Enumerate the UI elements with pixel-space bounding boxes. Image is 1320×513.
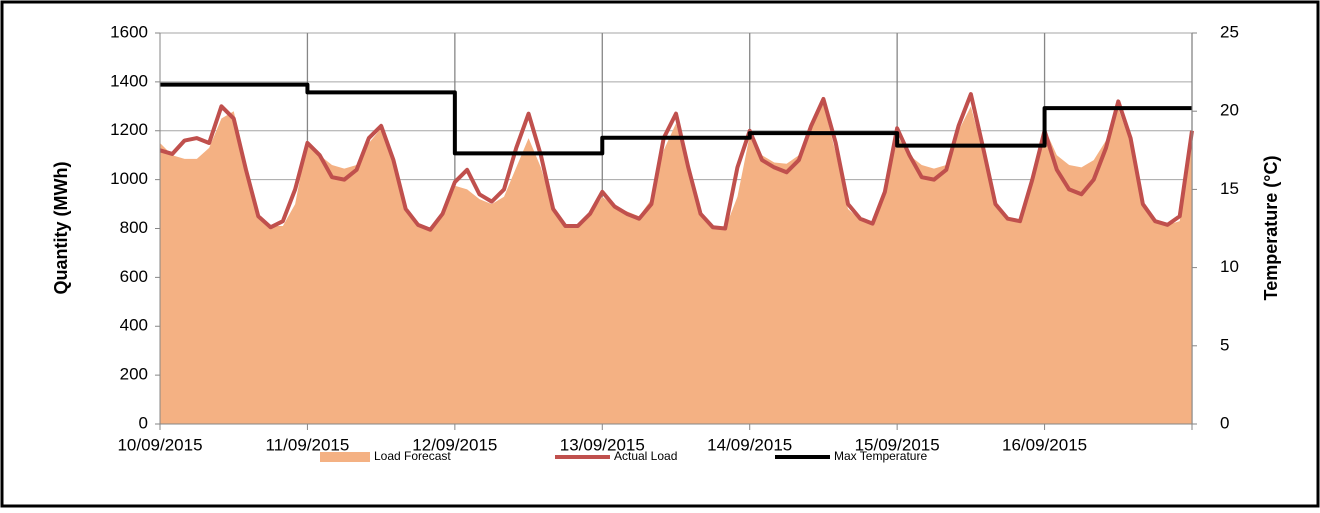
y-tick-label: 600 <box>120 267 148 286</box>
y2-tick-label: 20 <box>1220 101 1239 120</box>
y-tick-label: 200 <box>120 365 148 384</box>
y-tick-label: 1400 <box>110 71 148 90</box>
y-tick-label: 1000 <box>110 169 148 188</box>
line <box>160 82 1192 156</box>
x-tick-label: 12/09/2015 <box>412 435 497 454</box>
area <box>160 103 1192 425</box>
y2-tick-label: 10 <box>1220 257 1239 276</box>
y2-tick-label: 0 <box>1220 413 1229 432</box>
x-tick-label: 15/09/2015 <box>855 435 940 454</box>
y2-axis-title: Temperature (°C) <box>1261 156 1281 301</box>
y-axis-title: Quantity (MWh) <box>51 162 71 295</box>
y2-tick-label: 15 <box>1220 179 1239 198</box>
y-tick-label: 1200 <box>110 120 148 139</box>
axes: 0 200 400 600 800 1000 1200 1400 1600 0 5 10 15 20 25 1… <box>110 22 1239 454</box>
x-tick-label: 11/09/2015 <box>266 435 350 454</box>
line <box>159 92 1194 232</box>
legend-label: Load Forecast <box>374 449 451 463</box>
y-tick-label: 800 <box>120 218 148 237</box>
legend-swatch <box>320 452 370 462</box>
x-tick-label: 10/09/2015 <box>117 435 202 454</box>
x-tick-label: 13/09/2015 <box>560 435 645 454</box>
legend-label: Max Temperature <box>834 449 927 463</box>
y2-tick-label: 25 <box>1220 22 1239 41</box>
series-layer <box>159 82 1194 425</box>
legend-label: Actual Load <box>614 449 677 463</box>
x-tick-label: 14/09/2015 <box>707 435 792 454</box>
y2-tick-label: 5 <box>1220 335 1229 354</box>
y-tick-label: 0 <box>139 413 148 432</box>
x-tick-label: 16/09/2015 <box>1002 435 1087 454</box>
y-tick-label: 1600 <box>110 22 148 41</box>
y-tick-label: 400 <box>120 316 148 335</box>
